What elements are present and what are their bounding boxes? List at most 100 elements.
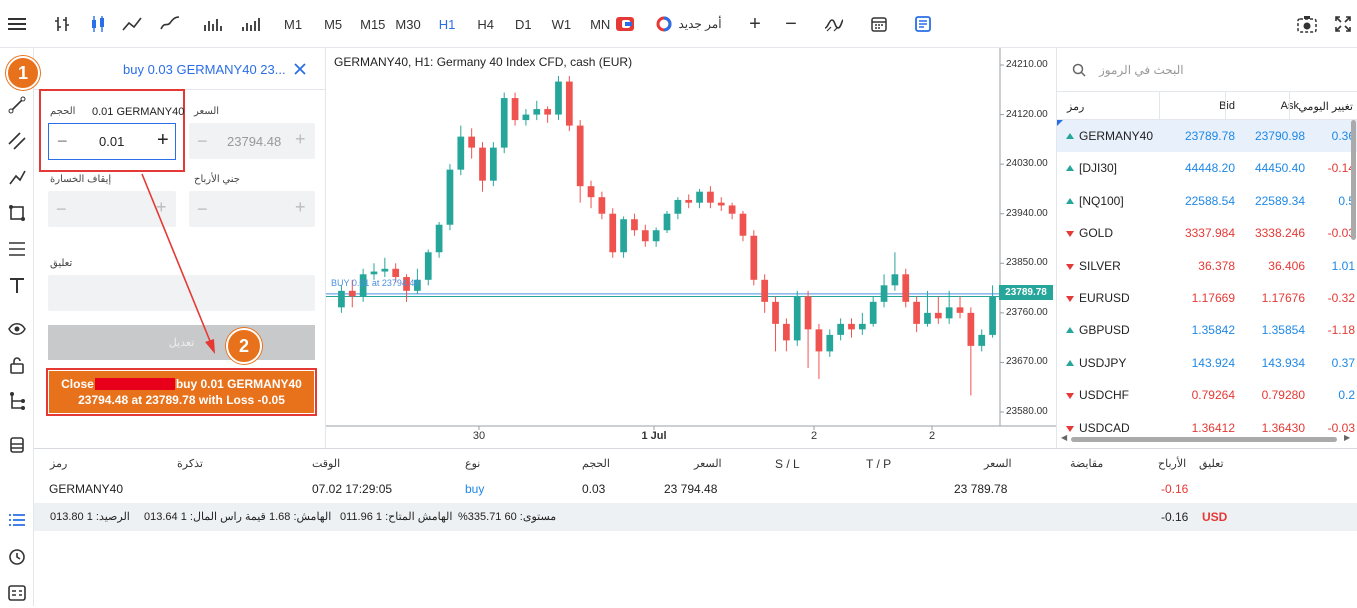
candle-body <box>685 199 693 203</box>
sl-decrease-icon[interactable]: − <box>56 199 67 219</box>
col-volume[interactable]: الحجم <box>582 458 610 470</box>
timeframe-m15[interactable]: M15 <box>360 16 386 32</box>
volume-icon[interactable] <box>202 0 224 48</box>
timeframe-m30[interactable]: M30 <box>395 16 421 32</box>
watchlist-row[interactable]: SILVER 36.378 36.406 1.01 <box>1057 250 1357 282</box>
candle-body <box>587 186 595 198</box>
col-time[interactable]: الوقت <box>312 458 341 470</box>
tick-volume-icon[interactable] <box>240 0 262 48</box>
watch-bid: 1.17669 <box>1191 291 1235 305</box>
sl-increase-icon[interactable]: + <box>156 197 167 217</box>
timeframe-m1[interactable]: M1 <box>284 16 303 32</box>
col-tp[interactable]: T / P <box>866 457 892 471</box>
col-current-price[interactable]: السعر <box>984 458 1012 470</box>
search-input[interactable]: البحث في الرموز <box>1099 63 1184 77</box>
header-symbol[interactable]: رمز <box>1067 101 1085 113</box>
symbol-search-bar[interactable]: البحث في الرموز <box>1057 48 1357 92</box>
watch-ask: 143.934 <box>1261 355 1305 370</box>
step-badge-1: 1 <box>6 56 40 90</box>
screenshot-icon[interactable] <box>1296 0 1318 48</box>
bar-chart-icon[interactable] <box>50 0 74 48</box>
close-panel-icon[interactable] <box>290 59 310 79</box>
trend-line-icon[interactable] <box>0 90 34 120</box>
price-decrease-icon[interactable]: − <box>197 131 208 151</box>
comment-field[interactable] <box>48 275 315 311</box>
fibonacci-icon[interactable] <box>0 234 34 264</box>
col-swap[interactable]: مقايضة <box>1070 458 1104 470</box>
watch-symbol: [DJI30] <box>1079 161 1118 176</box>
timeframe-h4[interactable]: H4 <box>477 16 494 32</box>
history-icon[interactable] <box>0 542 34 572</box>
trade-list-icon[interactable] <box>0 505 34 535</box>
new-order-icon <box>656 16 672 32</box>
zoom-in-icon[interactable]: + <box>749 12 761 35</box>
volume-decrease-icon[interactable]: − <box>57 131 68 151</box>
one-click-trading-icon[interactable] <box>614 0 636 48</box>
watchlist-row[interactable]: GBPUSD 1.35842 1.35854 -1.18 <box>1057 314 1357 346</box>
take-profit-field[interactable]: − + <box>189 191 315 227</box>
rectangle-icon[interactable] <box>0 198 34 228</box>
menu-icon[interactable] <box>0 0 34 48</box>
col-type[interactable]: نوع <box>465 458 481 470</box>
visibility-eye-icon[interactable] <box>0 314 34 344</box>
timeframe-m5[interactable]: M5 <box>324 16 343 32</box>
layers-icon[interactable] <box>0 430 34 460</box>
close-label-prefix: Close <box>61 377 94 391</box>
candlestick-icon[interactable] <box>86 0 110 48</box>
col-ticket[interactable]: تذكرة <box>177 458 203 470</box>
stop-loss-field[interactable]: − + <box>48 191 176 227</box>
candle-body <box>446 169 454 225</box>
position-row[interactable]: GERMANY40 07.02 17:29:05 buy 0.03 23 794… <box>34 475 1357 503</box>
zoom-out-icon[interactable]: − <box>785 12 797 35</box>
col-symbol[interactable]: رمز <box>50 458 68 470</box>
watchlist-row[interactable]: EURUSD 1.17669 1.17676 -0.32 <box>1057 282 1357 314</box>
close-position-button[interactable]: Close buy 0.01 GERMANY40 23794.48 at 237… <box>49 371 314 413</box>
volume-stepper[interactable]: − 0.01 + <box>48 123 176 160</box>
col-sl[interactable]: S / L <box>775 457 800 471</box>
line-chart-icon[interactable] <box>120 0 144 48</box>
watchlist-row[interactable]: USDCAD 1.36412 1.36430 -0.03 <box>1057 412 1357 440</box>
channel-icon[interactable] <box>0 126 34 156</box>
volume-input[interactable]: 0.01 <box>99 134 125 149</box>
lock-icon[interactable] <box>0 350 34 380</box>
volume-increase-icon[interactable]: + <box>157 129 169 151</box>
object-tree-icon[interactable] <box>0 386 34 416</box>
watch-change: -0.03 <box>1327 226 1355 241</box>
tp-increase-icon[interactable]: + <box>295 197 306 217</box>
tp-decrease-icon[interactable]: − <box>197 199 208 219</box>
price-increase-icon[interactable]: + <box>295 129 306 149</box>
watchlist-row[interactable]: USDJPY 143.924 143.934 0.37 <box>1057 347 1357 379</box>
price-chart[interactable]: GERMANY40, H1: Germany 40 Index CFD, cas… <box>326 48 1056 448</box>
timeframe-d1[interactable]: D1 <box>514 16 532 32</box>
calendar-icon[interactable] <box>868 0 890 48</box>
price-field[interactable]: − 23794.48 + <box>189 123 315 159</box>
watchlist-row[interactable]: GERMANY40 23789.78 23790.98 0.36 <box>1057 120 1357 152</box>
header-bid[interactable]: Bid <box>1219 100 1235 112</box>
timeframe-h1[interactable]: H1 <box>438 16 456 32</box>
area-chart-icon[interactable] <box>158 0 182 48</box>
indicators-icon[interactable] <box>822 0 846 48</box>
text-icon[interactable] <box>0 270 34 300</box>
watchlist-row[interactable]: GOLD 3337.984 3338.246 -0.03 <box>1057 217 1357 249</box>
fullscreen-icon[interactable] <box>1332 0 1354 48</box>
watchlist-row[interactable]: [DJI30] 44448.20 44450.40 -0.14 <box>1057 152 1357 184</box>
col-profit[interactable]: الأرباح <box>1158 458 1187 470</box>
col-price[interactable]: السعر <box>694 458 722 470</box>
timeframe-w1[interactable]: W1 <box>551 16 572 32</box>
polyline-icon[interactable] <box>0 162 34 192</box>
order-panel-toggle-icon[interactable] <box>912 0 934 48</box>
vertical-scrollbar[interactable] <box>1351 120 1356 240</box>
scroll-left-icon[interactable]: ◀ <box>1061 433 1068 442</box>
watch-bid: 22588.54 <box>1184 193 1235 208</box>
scroll-right-icon[interactable]: ▶ <box>1344 433 1351 442</box>
watchlist-row[interactable]: USDCHF 0.79264 0.79280 0.2 <box>1057 379 1357 411</box>
new-order-button[interactable]: أمر جديد <box>654 0 724 48</box>
watchlist-row[interactable]: [NQ100] 22588.54 22589.34 0.5 <box>1057 185 1357 217</box>
modify-button[interactable]: تعديل <box>48 325 315 360</box>
horizontal-scrollbar[interactable] <box>1071 437 1337 442</box>
journal-icon[interactable] <box>0 578 34 608</box>
col-comment[interactable]: تعليق <box>1199 458 1224 470</box>
timeframe-mn[interactable]: MN <box>590 16 611 32</box>
header-daily-change[interactable]: تغيير اليومي <box>1298 101 1353 113</box>
watch-bid: 1.36412 <box>1191 420 1235 435</box>
